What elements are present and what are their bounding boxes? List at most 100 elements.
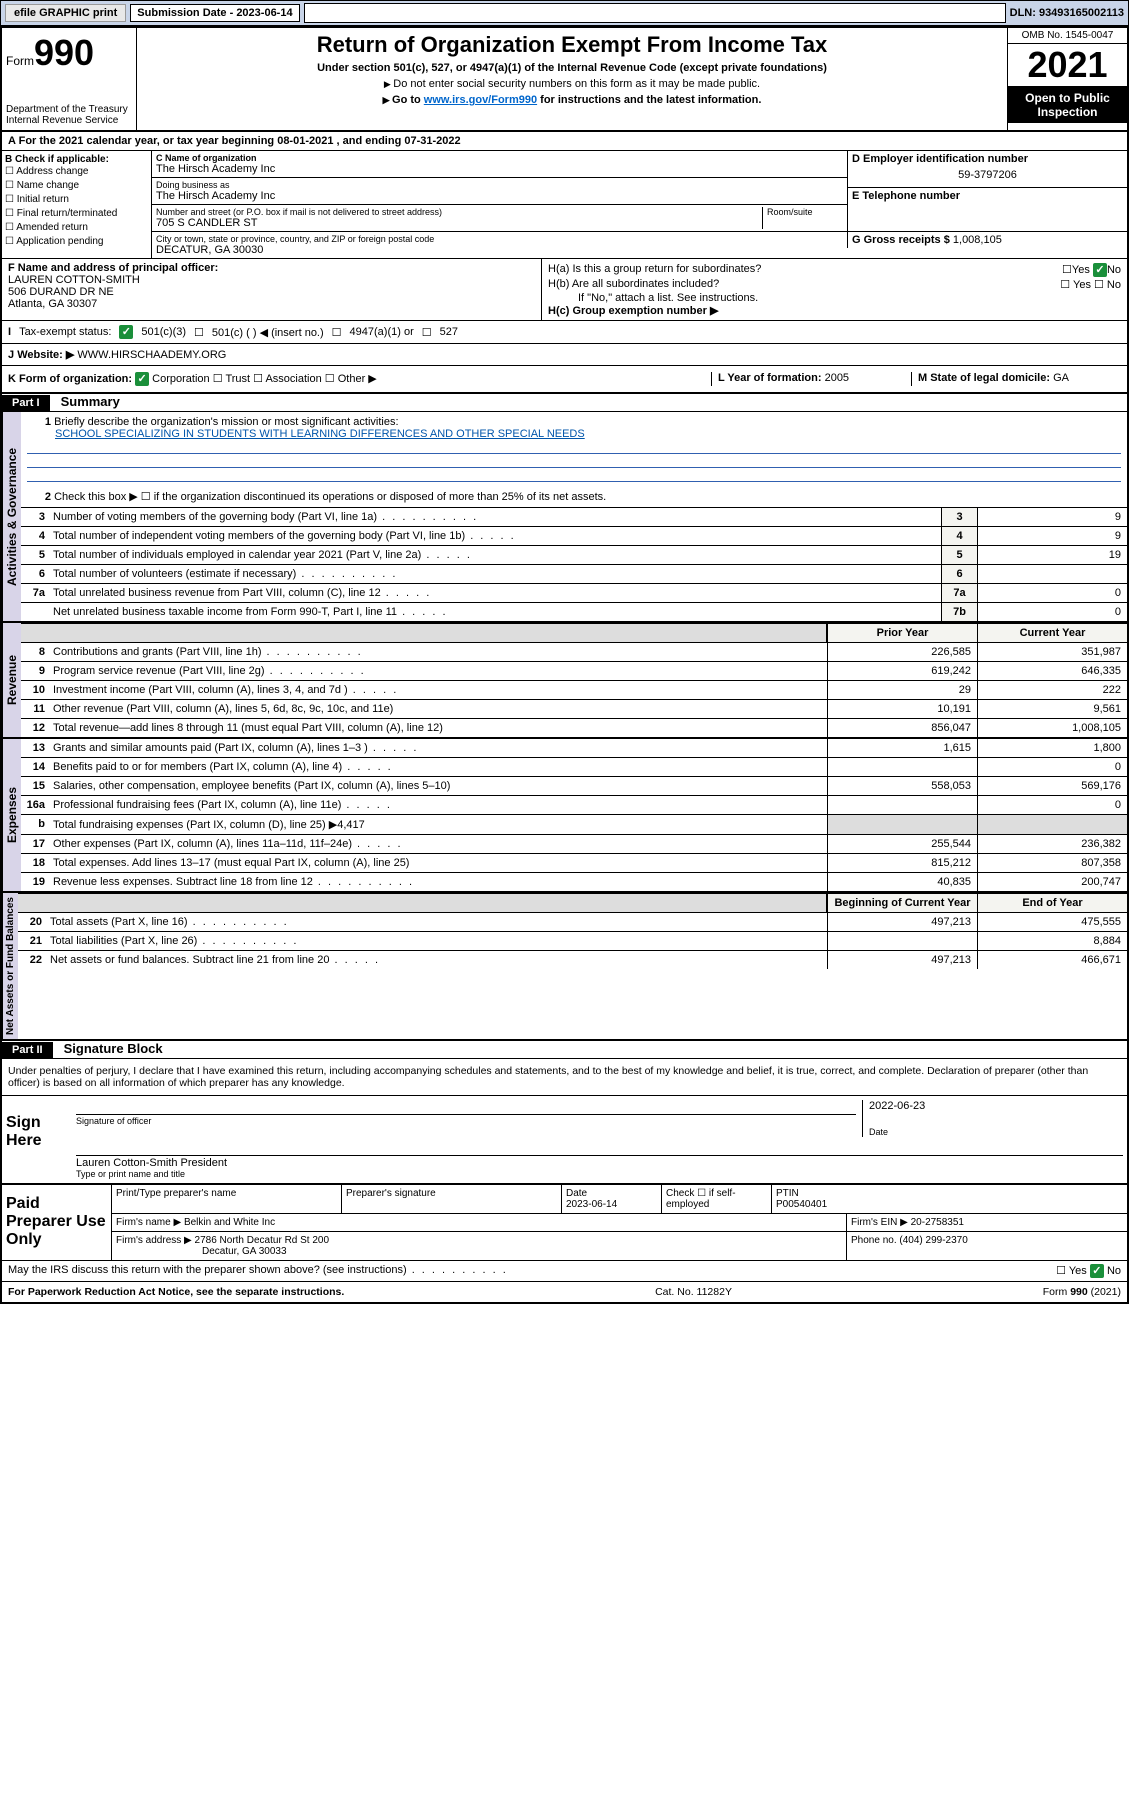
sig-date-label: Date xyxy=(869,1127,1123,1137)
c10: 222 xyxy=(977,681,1127,699)
l-label: L Year of formation: xyxy=(718,372,822,384)
arrow-icon xyxy=(383,94,392,106)
cb-name-change[interactable]: Name change xyxy=(5,179,148,193)
c9: 646,335 xyxy=(977,662,1127,680)
p12: 856,047 xyxy=(827,719,977,737)
declaration-text: Under penalties of perjury, I declare th… xyxy=(2,1059,1127,1095)
c16a: 0 xyxy=(977,796,1127,814)
phone-value: (404) 299-2370 xyxy=(899,1235,967,1246)
irs-label: Internal Revenue Service xyxy=(6,115,132,126)
e-label: E Telephone number xyxy=(852,190,1123,202)
g-label: G Gross receipts $ xyxy=(852,234,950,246)
discuss-text: May the IRS discuss this return with the… xyxy=(8,1264,1056,1278)
p17: 255,544 xyxy=(827,835,977,853)
c16b xyxy=(977,815,1127,834)
submission-date: Submission Date - 2023-06-14 xyxy=(130,4,299,22)
line6: Total number of volunteers (estimate if … xyxy=(49,565,941,583)
firm-name: Belkin and White Inc xyxy=(184,1217,275,1228)
cb-initial-return[interactable]: Initial return xyxy=(5,193,148,207)
officer-addr1: 506 DURAND DR NE xyxy=(8,286,535,298)
b21 xyxy=(827,932,977,950)
row-i: I Tax-exempt status: ✓501(c)(3) ☐ 501(c)… xyxy=(2,321,1127,344)
efile-print-button[interactable]: efile GRAPHIC print xyxy=(5,4,126,22)
city-value: DECATUR, GA 30030 xyxy=(156,244,843,256)
firm-name-label: Firm's name ▶ xyxy=(116,1217,181,1228)
p10: 29 xyxy=(827,681,977,699)
firm-ein-label: Firm's EIN ▶ xyxy=(851,1217,908,1228)
v7a: 0 xyxy=(977,584,1127,602)
sign-here-row: Sign Here 2022-06-23 Signature of office… xyxy=(2,1095,1127,1183)
p14 xyxy=(827,758,977,776)
v4: 9 xyxy=(977,527,1127,545)
row-j: J Website: ▶ WWW.HIRSCHAADEMY.ORG xyxy=(2,344,1127,366)
c19: 200,747 xyxy=(977,873,1127,891)
firm-addr1: 2786 North Decatur Rd St 200 xyxy=(195,1235,330,1246)
line12: Total revenue—add lines 8 through 11 (mu… xyxy=(49,719,827,737)
header-left: Form990 Department of the Treasury Inter… xyxy=(2,28,137,130)
p16a xyxy=(827,796,977,814)
v5: 19 xyxy=(977,546,1127,564)
city-label: City or town, state or province, country… xyxy=(156,234,843,244)
line20: Total assets (Part X, line 16) xyxy=(46,913,827,931)
sign-here-label: Sign Here xyxy=(2,1096,72,1183)
col-f: F Name and address of principal officer:… xyxy=(2,259,542,320)
form-container: Form990 Department of the Treasury Inter… xyxy=(0,26,1129,1304)
section-governance: Activities & Governance 1 Briefly descri… xyxy=(2,412,1127,623)
b-label: B Check if applicable: xyxy=(5,154,148,165)
p8: 226,585 xyxy=(827,643,977,661)
hc-label: H(c) Group exemption number ▶ xyxy=(548,304,1121,317)
e22: 466,671 xyxy=(977,951,1127,969)
phone-label: Phone no. xyxy=(851,1235,897,1246)
cb-amended-return[interactable]: Amended return xyxy=(5,221,148,235)
line5: Total number of individuals employed in … xyxy=(49,546,941,564)
part-i-title: Summary xyxy=(53,392,128,411)
k-assoc: Association xyxy=(265,373,321,385)
p18: 815,212 xyxy=(827,854,977,872)
header-center: Return of Organization Exempt From Incom… xyxy=(137,28,1007,130)
top-bar: efile GRAPHIC print Submission Date - 20… xyxy=(0,0,1129,26)
hb-note: If "No," attach a list. See instructions… xyxy=(548,292,1121,304)
c17: 236,382 xyxy=(977,835,1127,853)
paid-preparer-row: Paid Preparer Use Only Print/Type prepar… xyxy=(2,1183,1127,1260)
form-subtitle: Under section 501(c), 527, or 4947(a)(1)… xyxy=(145,62,999,74)
line3: Number of voting members of the governin… xyxy=(49,508,941,526)
line21: Total liabilities (Part X, line 26) xyxy=(46,932,827,950)
line22: Net assets or fund balances. Subtract li… xyxy=(46,951,827,969)
firm-addr2: Decatur, GA 30033 xyxy=(116,1246,287,1257)
c18: 807,358 xyxy=(977,854,1127,872)
dln-label: DLN: 93493165002113 xyxy=(1010,7,1124,19)
e21: 8,884 xyxy=(977,932,1127,950)
form-title: Return of Organization Exempt From Incom… xyxy=(145,32,999,58)
line19: Revenue less expenses. Subtract line 18 … xyxy=(49,873,827,891)
website-value: WWW.HIRSCHAADEMY.ORG xyxy=(77,349,226,361)
prep-sig-label: Preparer's signature xyxy=(342,1185,562,1213)
form-prefix: Form xyxy=(6,54,34,68)
cb-final-return[interactable]: Final return/terminated xyxy=(5,207,148,221)
c15: 569,176 xyxy=(977,777,1127,795)
line7b: Net unrelated business taxable income fr… xyxy=(49,603,941,621)
line18: Total expenses. Add lines 13–17 (must eq… xyxy=(49,854,827,872)
section-bcdeg: B Check if applicable: Address change Na… xyxy=(2,151,1127,259)
ha-answer: ☐Yes ✓No xyxy=(1062,263,1121,277)
footer-left: For Paperwork Reduction Act Notice, see … xyxy=(8,1286,344,1298)
form-no: 990 xyxy=(34,32,94,73)
b20: 497,213 xyxy=(827,913,977,931)
cb-corp-icon: ✓ xyxy=(135,372,149,386)
d-label: D Employer identification number xyxy=(852,153,1123,165)
prep-date: 2023-06-14 xyxy=(566,1199,617,1210)
cb-address-change[interactable]: Address change xyxy=(5,165,148,179)
hb-answer: ☐ Yes ☐ No xyxy=(1060,278,1121,291)
line15: Salaries, other compensation, employee b… xyxy=(49,777,827,795)
footer-right: Form 990 (2021) xyxy=(1043,1286,1121,1298)
k-other: Other ▶ xyxy=(338,373,377,385)
m-label: M State of legal domicile: xyxy=(918,372,1050,384)
footer-center: Cat. No. 11282Y xyxy=(655,1286,732,1298)
ein-value: 59-3797206 xyxy=(852,165,1123,185)
opt-501c3: 501(c)(3) xyxy=(141,326,186,338)
irs-link[interactable]: www.irs.gov/Form990 xyxy=(424,94,537,106)
part-i-header-row: Part I Summary xyxy=(2,394,1127,412)
p16b xyxy=(827,815,977,834)
cb-application-pending[interactable]: Application pending xyxy=(5,235,148,249)
v3: 9 xyxy=(977,508,1127,526)
part-ii-header: Part II xyxy=(2,1042,53,1058)
